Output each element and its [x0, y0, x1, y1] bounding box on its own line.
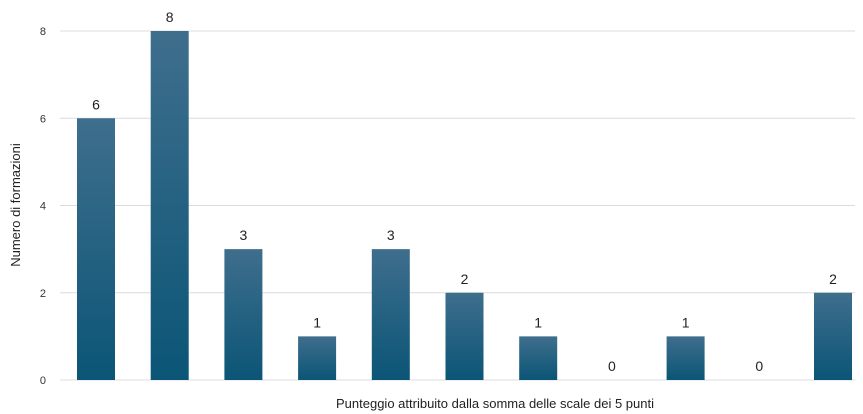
bar [666, 336, 705, 380]
data-label: 1 [682, 314, 690, 330]
y-tick-labels: 0 2 4 6 8 [40, 26, 46, 387]
data-label: 8 [166, 9, 174, 25]
bar [150, 31, 189, 380]
y-tick-label: 2 [40, 288, 46, 300]
y-tick-label: 4 [40, 201, 46, 213]
y-tick-label: 6 [40, 113, 46, 125]
data-label: 1 [313, 314, 321, 330]
data-label: 2 [829, 271, 837, 287]
bar [371, 249, 410, 380]
data-label: 3 [240, 227, 248, 243]
bar [298, 336, 337, 380]
x-axis-title: Punteggio attribuito dalla somma delle s… [336, 396, 654, 411]
bar [519, 336, 558, 380]
bar [814, 292, 852, 380]
y-tick-label: 0 [40, 375, 46, 387]
y-tick-label: 8 [40, 26, 46, 38]
data-label: 1 [534, 314, 542, 330]
data-label: 2 [461, 271, 469, 287]
y-axis-title: Numero di formazioni [8, 143, 23, 267]
gridlines [60, 30, 855, 381]
bar [445, 292, 484, 380]
bar [77, 118, 115, 380]
bars [77, 31, 852, 380]
bar [224, 249, 263, 380]
data-label: 0 [608, 358, 616, 374]
data-label: 0 [755, 358, 763, 374]
data-label: 3 [387, 227, 395, 243]
data-label: 6 [92, 96, 100, 112]
data-labels: 6 8 3 1 3 2 1 0 1 0 2 [92, 9, 837, 374]
